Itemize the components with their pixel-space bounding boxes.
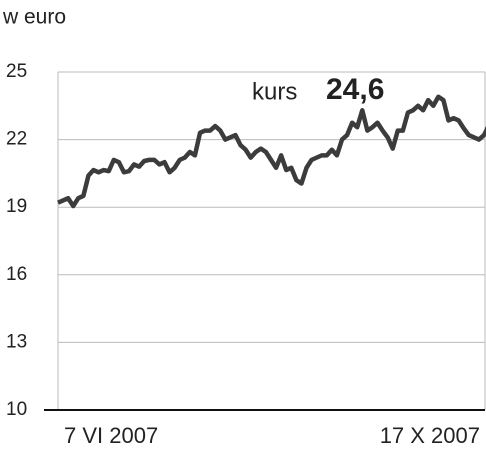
y-tick-label: 25 [6,61,27,82]
y-tick-label: 10 [6,399,27,420]
x-tick-label: 17 X 2007 [380,423,480,448]
line [57,94,486,209]
annotation: kurs [252,78,297,105]
y-tick-label: 19 [6,196,27,217]
value-label: 24,6 [326,73,384,106]
y-tick-label: 22 [6,129,27,150]
y-tick-label: 16 [6,264,27,285]
chart-title: w euro [2,6,66,29]
x-tick-label: 7 VI 2007 [64,423,158,448]
y-tick-label: 13 [6,331,27,352]
